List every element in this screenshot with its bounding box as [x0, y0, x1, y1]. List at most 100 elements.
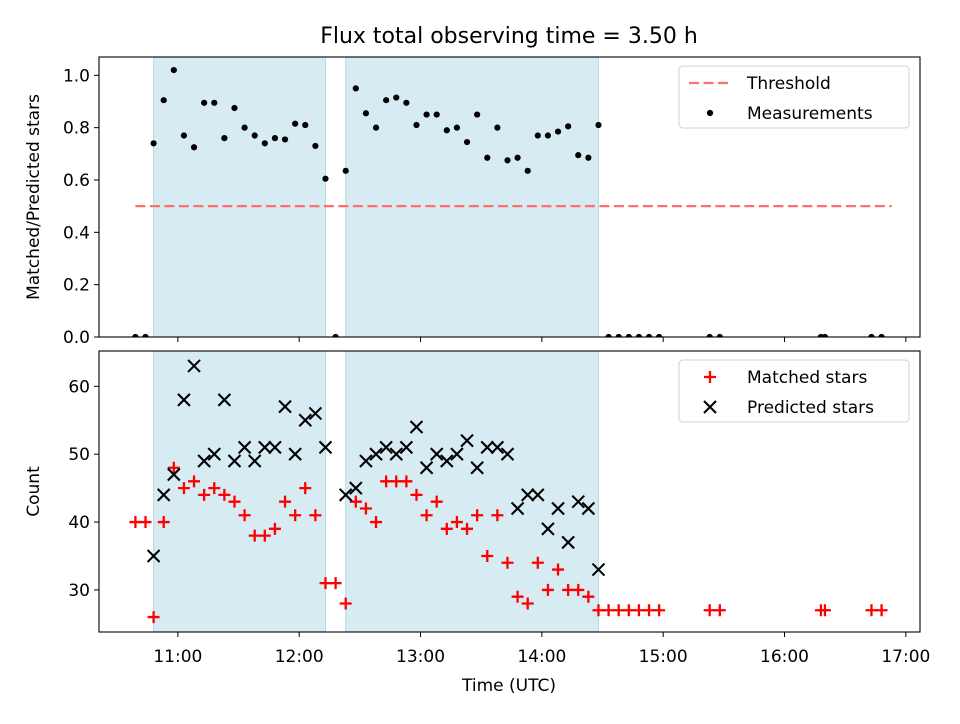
- predicted-stars-point: [480, 440, 494, 455]
- legend-label: Measurements: [747, 104, 873, 124]
- top-panel: 0.0 0.2 0.4 0.6 0.8 1.0 Matched/Predicted star…: [24, 56, 921, 348]
- measurements-point: [878, 333, 885, 337]
- measurements-point: [656, 333, 663, 337]
- measurements-point: [554, 128, 562, 135]
- matched-stars-point: [198, 488, 211, 501]
- matched-stars-point: [289, 509, 302, 522]
- measurements-point: [251, 132, 258, 139]
- legend-handle: [706, 109, 714, 117]
- predicted-stars-point: [187, 359, 201, 373]
- measurements-point: [322, 175, 329, 182]
- predicted-stars-point: [197, 454, 211, 468]
- measurements-point: [332, 333, 339, 337]
- predicted-stars-point: [217, 393, 232, 407]
- matched-stars-point: [612, 604, 625, 617]
- predicted-stars-point: [258, 440, 272, 455]
- x-tick-label: 16:00: [760, 647, 809, 667]
- measurements-point: [524, 167, 531, 174]
- measurements-point: [302, 121, 309, 129]
- measurements-point: [625, 333, 632, 337]
- predicted-stars-point: [399, 440, 414, 455]
- matched-stars-point: [258, 529, 271, 542]
- legend-box: [678, 359, 910, 423]
- matched-stars-point: [370, 516, 383, 529]
- x-tick-label: 11:00: [153, 647, 202, 667]
- matched-stars-point: [450, 516, 463, 529]
- matched-stars-point: [562, 583, 575, 596]
- matched-stars-point: [359, 502, 372, 515]
- measurements-point: [494, 124, 501, 131]
- legend-label: Matched stars: [747, 368, 867, 388]
- matched-stars-point: [248, 529, 261, 542]
- matched-stars-point: [521, 597, 534, 610]
- y-tick-label: 0.8: [63, 119, 90, 139]
- predicted-stars-point: [581, 501, 596, 516]
- measurements-point: [413, 121, 420, 129]
- axes-frame: [98, 350, 921, 633]
- matched-stars-point: [309, 509, 322, 522]
- predicted-stars-point: [450, 447, 464, 461]
- matched-stars-point: [491, 509, 504, 522]
- predicted-stars-point: [561, 535, 575, 550]
- y-axis-label: Count: [24, 466, 44, 517]
- predicted-stars-point: [419, 461, 434, 475]
- measurements-point: [201, 99, 208, 106]
- matched-stars-point: [541, 583, 554, 596]
- predicted-stars-point: [247, 454, 262, 468]
- predicted-stars-point: [278, 399, 292, 414]
- predicted-stars-point: [349, 481, 363, 495]
- data-layer: [132, 66, 885, 337]
- data-layer: [129, 359, 888, 624]
- predicted-stars-point: [520, 488, 535, 502]
- shaded-interval-2: [345, 56, 599, 338]
- y-tick-label: 0.4: [63, 223, 90, 243]
- x-tick-label: 13:00: [396, 647, 445, 667]
- legend: Threshold Measurements: [678, 65, 910, 129]
- predicted-stars-point: [379, 440, 393, 455]
- predicted-stars-point: [551, 501, 565, 516]
- matched-stars-point: [319, 577, 332, 590]
- measurements-point: [352, 85, 359, 92]
- matched-stars-point: [511, 590, 524, 603]
- matched-stars-point: [390, 475, 403, 488]
- y-tick-label: 1.0: [63, 66, 90, 86]
- measurements-point: [605, 333, 612, 337]
- y-axis-label: Matched/Predicted stars: [24, 94, 44, 300]
- x-axis-label: Time (UTC): [461, 676, 556, 696]
- y-tick-label: 50: [68, 445, 90, 465]
- measurements-point: [211, 99, 218, 106]
- measurements-point: [180, 132, 188, 139]
- y-tick-label: 40: [68, 513, 90, 533]
- predicted-stars-point: [359, 454, 373, 468]
- matched-stars-point: [177, 482, 190, 495]
- predicted-stars-point: [207, 447, 222, 461]
- predicted-stars-point: [591, 562, 606, 577]
- matched-stars-point: [440, 522, 453, 535]
- predicted-stars-point: [571, 494, 585, 509]
- measurements-point: [534, 132, 541, 139]
- matched-stars-point: [218, 488, 231, 501]
- measurements-point: [190, 144, 198, 151]
- y-tick-label: 30: [68, 581, 90, 601]
- shaded-interval-2: [345, 350, 599, 633]
- predicted-stars-point: [531, 488, 545, 502]
- measurements-point: [292, 120, 299, 127]
- measurements-point: [150, 140, 157, 147]
- measurements-point: [868, 333, 875, 337]
- matched-stars-point: [703, 604, 716, 617]
- matched-stars-point: [461, 522, 474, 535]
- x-tick-label: 12:00: [275, 647, 324, 667]
- matched-stars-point: [602, 604, 615, 617]
- matched-stars-point: [622, 604, 635, 617]
- x-tick-label: 17:00: [881, 647, 930, 667]
- predicted-stars-point: [389, 447, 404, 461]
- measurements-point: [231, 104, 238, 112]
- measurements-point: [261, 140, 268, 147]
- measurements-point: [342, 167, 349, 174]
- legend: Matched stars Predicted stars: [678, 359, 910, 423]
- matched-stars-point: [875, 604, 888, 617]
- matched-stars-point: [420, 509, 433, 522]
- matched-stars-point: [188, 475, 201, 488]
- matched-stars-point: [139, 516, 152, 529]
